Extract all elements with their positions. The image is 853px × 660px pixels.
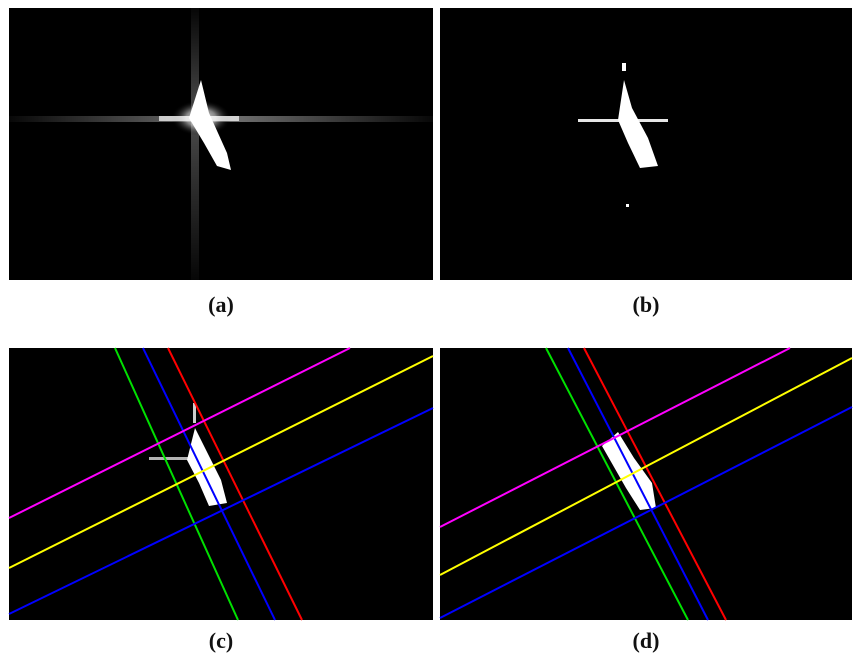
- caption: (a): [208, 292, 234, 317]
- panel-c: [8, 347, 434, 621]
- panel-a: [9, 8, 433, 280]
- panel-d: [439, 347, 853, 621]
- panel-b: [440, 8, 852, 280]
- caption: (c): [209, 628, 233, 653]
- caption: (d): [633, 628, 660, 653]
- caption: (b): [633, 292, 660, 317]
